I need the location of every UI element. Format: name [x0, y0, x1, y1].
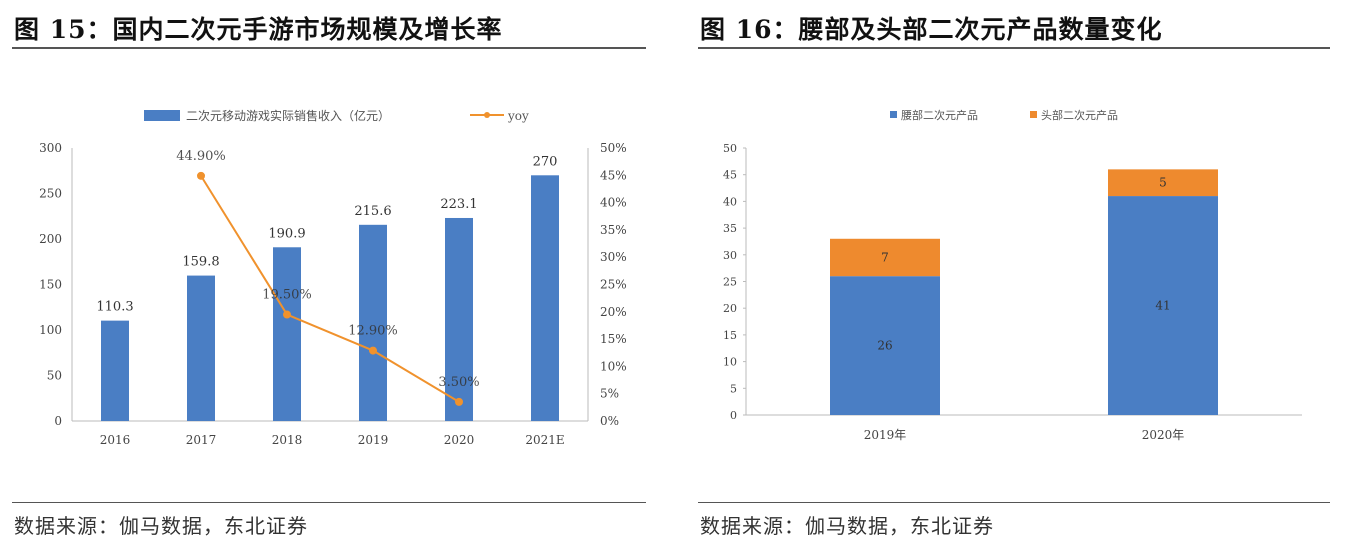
yoy-point-2017 — [197, 171, 205, 180]
figure-15-bottom-rule — [12, 502, 646, 503]
figure-16-bottom-rule — [698, 502, 1330, 503]
bar-value-label: 190.9 — [268, 226, 305, 241]
y-tick-label: 20 — [723, 302, 737, 315]
yoy-point-2018 — [283, 310, 291, 319]
bar-value-label: 159.8 — [182, 255, 219, 270]
bar-waist-2020年 — [1108, 196, 1218, 415]
figure-16-panel: 图 16：腰部及头部二次元产品数量变化 腰部二次元产品 头部二次元产品 0 5 10 15… — [690, 0, 1354, 542]
legend-swatch-waist — [890, 111, 897, 118]
y-tick-left-label: 300 — [39, 141, 62, 155]
y-tick-left-label: 0 — [54, 414, 62, 428]
y-tick-label: 35 — [723, 222, 737, 235]
x-tick-label: 2020 — [444, 433, 475, 447]
y-tick-left-label: 150 — [39, 278, 62, 292]
bar-revenue-2016 — [101, 320, 129, 421]
bar-value-label: 26 — [877, 339, 892, 353]
y-tick-right-label: 15% — [600, 332, 627, 346]
revenue-growth-chart: 二次元移动游戏实际销售收入（亿元） yoy 0 50 100 150 200 250 300 0%… — [39, 108, 627, 447]
yoy-point-2019 — [369, 346, 377, 355]
x-tick-label: 2016 — [100, 433, 131, 447]
y-tick-label: 40 — [723, 195, 737, 208]
yoy-value-label: 44.90% — [176, 149, 226, 164]
y-tick-right-label: 30% — [600, 250, 627, 264]
y-tick-label: 5 — [730, 382, 737, 395]
bar-value-label: 41 — [1155, 299, 1170, 313]
figure-16-top-rule — [698, 47, 1330, 49]
y-tick-right-label: 25% — [600, 278, 627, 292]
legend-swatch-head — [1030, 111, 1037, 118]
x-tick-label: 2020年 — [1142, 428, 1185, 442]
bar-revenue-2021E — [531, 175, 559, 421]
y-tick-right-label: 0% — [600, 414, 619, 428]
legend-swatch-revenue — [144, 110, 180, 121]
legend-label-yoy: yoy — [507, 109, 529, 123]
bar-head-2020年 — [1108, 169, 1218, 197]
figure-16-title: 图 16：腰部及头部二次元产品数量变化 — [700, 15, 1163, 44]
y-tick-label: 25 — [723, 276, 737, 289]
legend-label-head: 头部二次元产品 — [1041, 108, 1118, 122]
y-tick-right-label: 10% — [600, 359, 627, 373]
x-tick-label: 2021E — [525, 433, 564, 447]
y-tick-right-label: 20% — [600, 305, 627, 319]
y-tick-left-label: 250 — [39, 187, 62, 201]
product-count-chart: 腰部二次元产品 头部二次元产品 0 5 10 15 20 25 30 35 40 45 50 26 7 201… — [723, 108, 1302, 442]
y-tick-right-label: 40% — [600, 196, 627, 210]
yoy-value-label: 3.50% — [438, 375, 479, 390]
yoy-point-2020 — [455, 397, 463, 406]
bar-value-label: 270 — [533, 154, 558, 169]
y-tick-left-label: 100 — [39, 323, 62, 337]
y-tick-label: 0 — [730, 409, 737, 422]
bar-revenue-2020 — [445, 217, 473, 421]
yoy-value-label: 19.50% — [262, 288, 312, 303]
bar-value-label: 7 — [881, 250, 889, 264]
x-tick-label: 2017 — [186, 433, 217, 447]
y-tick-label: 45 — [723, 169, 737, 182]
y-tick-right-label: 50% — [600, 141, 627, 155]
y-tick-left-label: 50 — [47, 369, 62, 383]
bar-value-label: 215.6 — [354, 204, 391, 219]
bar-value-label: 5 — [1159, 176, 1167, 190]
legend-marker-yoy — [484, 112, 490, 118]
y-tick-label: 10 — [723, 356, 737, 369]
x-tick-label: 2019年 — [864, 428, 907, 442]
figure-15-source: 数据来源：伽马数据，东北证券 — [14, 514, 308, 538]
figure-15-title: 图 15：国内二次元手游市场规模及增长率 — [14, 15, 503, 44]
y-tick-right-label: 45% — [600, 168, 627, 182]
x-tick-label: 2019 — [358, 433, 389, 447]
bar-revenue-2017 — [187, 275, 215, 421]
bar-value-label: 223.1 — [440, 197, 477, 212]
y-tick-label: 15 — [723, 329, 737, 342]
bar-head-2019年 — [830, 238, 940, 277]
legend-label-revenue: 二次元移动游戏实际销售收入（亿元） — [186, 108, 390, 123]
y-tick-right-label: 35% — [600, 223, 627, 237]
y-tick-right-label: 5% — [600, 387, 619, 401]
figure-16-source: 数据来源：伽马数据，东北证券 — [700, 514, 994, 538]
bar-revenue-2018 — [273, 247, 301, 421]
figure-15-panel: 图 15：国内二次元手游市场规模及增长率 二次元移动游戏实际销售收入（亿元） yo… — [0, 0, 660, 542]
figure-15-top-rule — [12, 47, 646, 49]
x-tick-label: 2018 — [272, 433, 303, 447]
yoy-line — [200, 175, 460, 403]
yoy-value-label: 12.90% — [348, 324, 398, 339]
bar-value-label: 110.3 — [96, 300, 133, 315]
bar-revenue-2019 — [359, 224, 387, 421]
legend-label-waist: 腰部二次元产品 — [901, 108, 978, 122]
y-tick-label: 50 — [723, 142, 737, 155]
y-tick-left-label: 200 — [39, 232, 62, 246]
bar-waist-2019年 — [830, 276, 940, 415]
y-tick-label: 30 — [723, 249, 737, 262]
